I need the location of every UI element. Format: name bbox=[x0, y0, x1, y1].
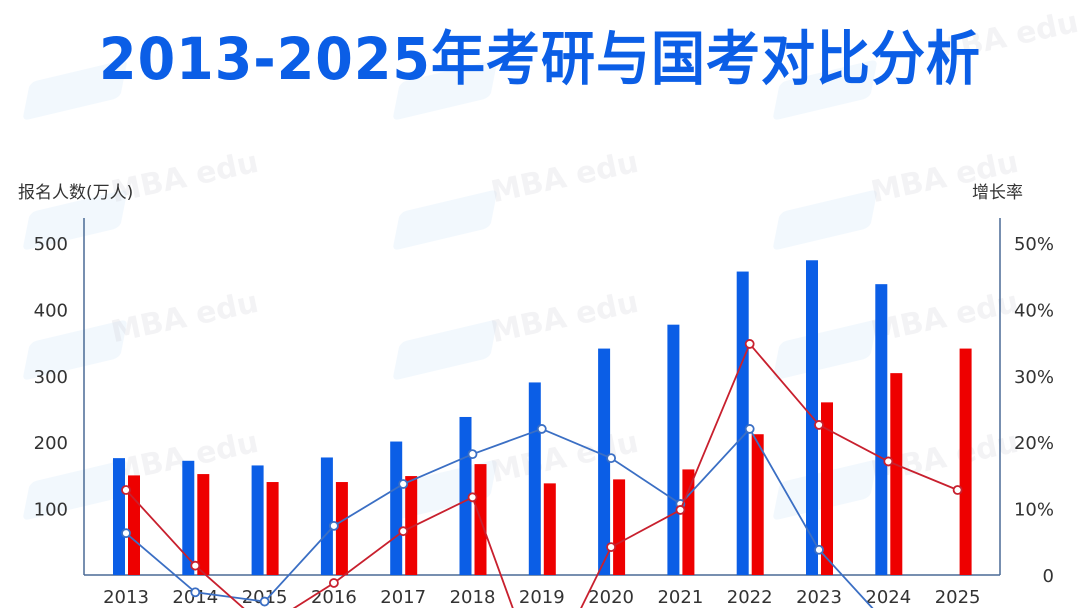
growth-marker-guokao bbox=[467, 449, 478, 460]
right-axis-tick: 40% bbox=[1014, 300, 1054, 321]
bar-guokao bbox=[251, 465, 264, 575]
growth-marker-guokao bbox=[121, 528, 131, 539]
growth-marker-kaoyan bbox=[467, 492, 478, 503]
right-axis-title: 增长率 bbox=[972, 183, 1023, 203]
x-axis-tick: 2017 bbox=[380, 587, 426, 608]
x-axis-tick: 2025 bbox=[935, 587, 981, 608]
bar-kaoyan bbox=[543, 483, 556, 575]
growth-line-guokao bbox=[125, 427, 874, 608]
growth-marker-guokao bbox=[606, 453, 616, 464]
x-axis-tick: 2021 bbox=[657, 587, 703, 608]
bar-kaoyan bbox=[821, 402, 833, 575]
bar-kaoyan bbox=[751, 434, 764, 575]
right-axis-tick: 10% bbox=[1014, 500, 1054, 521]
x-axis-tick: 2018 bbox=[450, 587, 496, 608]
x-axis-tick: 2024 bbox=[865, 587, 911, 608]
growth-marker-kaoyan bbox=[398, 526, 409, 537]
growth-marker-kaoyan bbox=[952, 485, 963, 495]
x-axis-tick: 2016 bbox=[311, 587, 357, 608]
bar-kaoyan bbox=[613, 479, 626, 575]
growth-marker-kaoyan bbox=[814, 420, 824, 430]
left-axis-tick: 300 bbox=[34, 367, 68, 388]
bar-guokao bbox=[528, 382, 541, 575]
bar-guokao bbox=[667, 324, 680, 575]
growth-marker-kaoyan bbox=[675, 505, 686, 515]
bar-guokao bbox=[320, 457, 333, 575]
bar-guokao bbox=[390, 441, 403, 575]
growth-marker-guokao bbox=[259, 596, 270, 607]
bar-guokao bbox=[182, 460, 195, 575]
bar-kaoyan bbox=[890, 373, 903, 575]
growth-marker-guokao bbox=[190, 587, 201, 598]
growth-marker-guokao bbox=[536, 424, 547, 434]
growth-marker-kaoyan bbox=[121, 485, 131, 495]
growth-marker-guokao bbox=[398, 479, 409, 489]
bar-kaoyan bbox=[266, 482, 279, 575]
growth-marker-guokao bbox=[328, 520, 339, 531]
x-axis-tick: 2014 bbox=[172, 587, 218, 608]
growth-marker-guokao bbox=[814, 544, 824, 555]
left-axis-tick: 500 bbox=[34, 234, 68, 255]
bar-kaoyan bbox=[197, 474, 210, 575]
bar-kaoyan bbox=[405, 476, 418, 575]
x-axis-tick: 2013 bbox=[103, 587, 149, 608]
x-axis-tick: 2020 bbox=[588, 587, 634, 608]
bar-kaoyan bbox=[335, 482, 348, 575]
right-axis-tick: 50% bbox=[1014, 234, 1054, 255]
left-axis-title: 报名人数(万人) bbox=[18, 183, 134, 203]
x-axis-tick: 2023 bbox=[796, 587, 842, 608]
bar-kaoyan bbox=[682, 469, 695, 575]
left-axis-tick: 100 bbox=[34, 500, 68, 521]
left-axis-tick: 400 bbox=[34, 300, 68, 321]
growth-marker-kaoyan bbox=[883, 456, 894, 467]
growth-marker-guokao bbox=[744, 424, 755, 434]
bar-guokao bbox=[736, 271, 749, 575]
bar-guokao bbox=[113, 458, 125, 575]
growth-marker-kaoyan bbox=[190, 560, 201, 571]
x-axis-tick: 2022 bbox=[727, 587, 773, 608]
right-axis-tick: 30% bbox=[1014, 367, 1054, 388]
right-axis-tick: 0 bbox=[1043, 566, 1054, 587]
bar-kaoyan bbox=[959, 348, 972, 575]
left-axis-tick: 200 bbox=[34, 433, 68, 454]
growth-marker-kaoyan bbox=[744, 339, 755, 349]
bar-guokao bbox=[598, 348, 611, 575]
right-axis-tick: 20% bbox=[1014, 433, 1054, 454]
growth-marker-kaoyan bbox=[328, 578, 339, 588]
chart-title: 2013-2025年考研与国考对比分析 bbox=[99, 24, 981, 93]
growth-marker-kaoyan bbox=[606, 542, 616, 553]
bar-guokao bbox=[875, 284, 888, 575]
bar-kaoyan bbox=[128, 475, 140, 575]
x-axis-tick: 2019 bbox=[519, 587, 565, 608]
